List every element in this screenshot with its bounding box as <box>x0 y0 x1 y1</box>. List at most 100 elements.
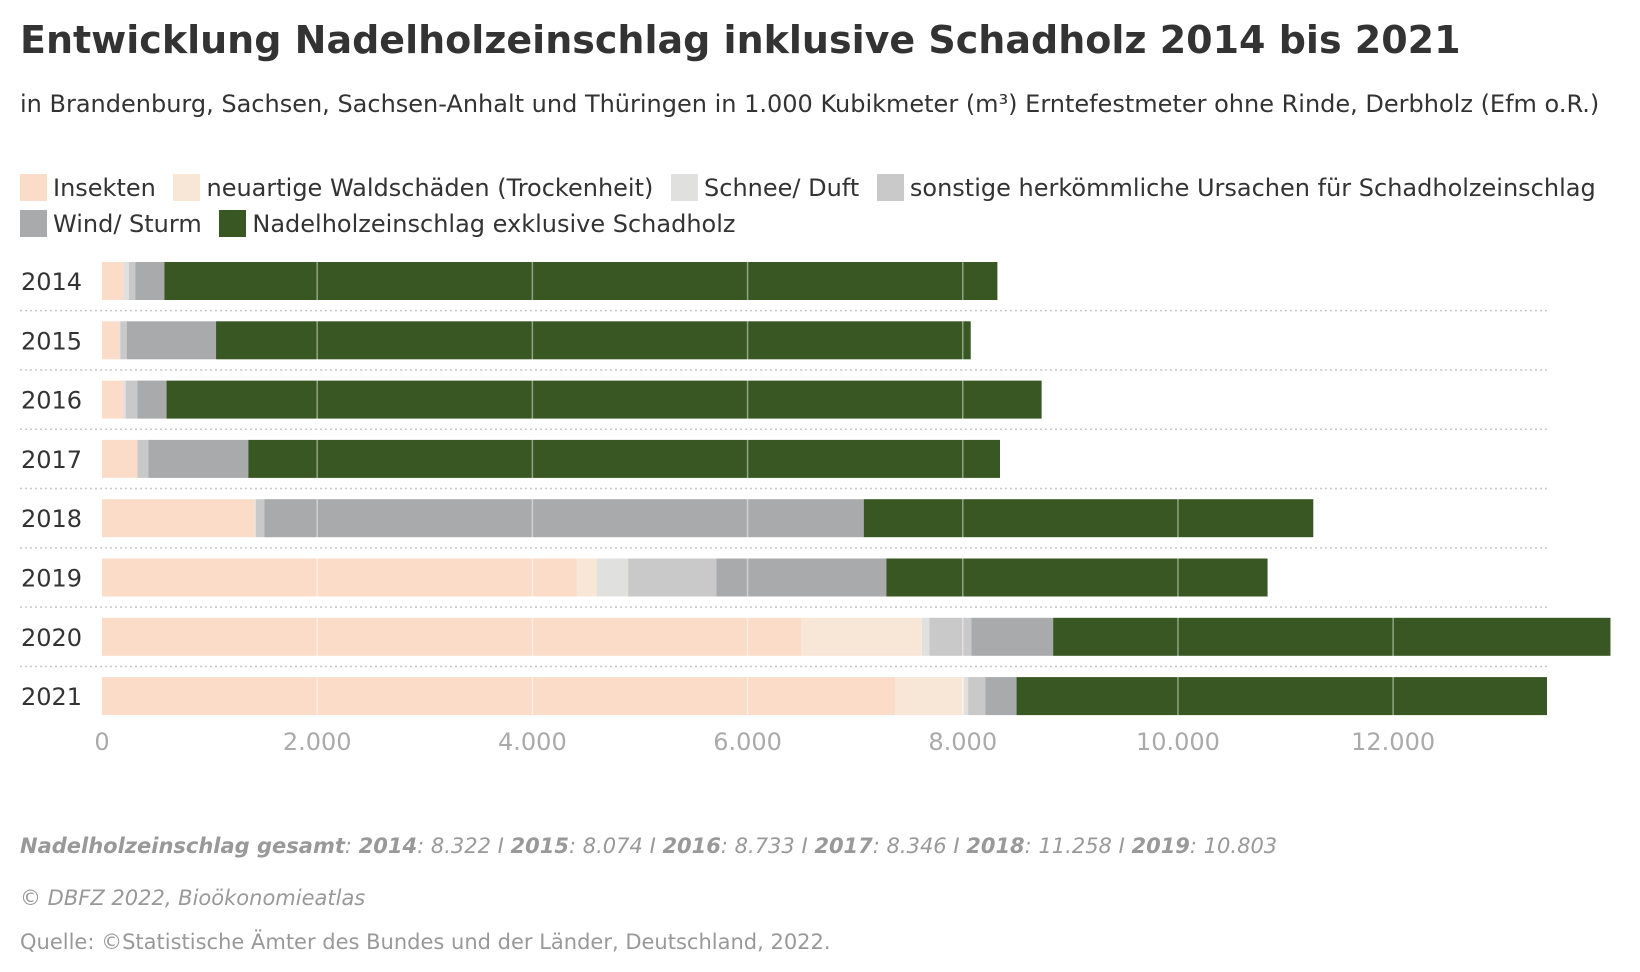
bar-segment <box>102 321 120 360</box>
bar-segment <box>120 321 127 360</box>
bar-segment <box>123 380 126 419</box>
footnote-value: 8.346 <box>886 834 947 858</box>
credit-text: © DBFZ 2022, Bioökonomieatlas <box>20 886 366 910</box>
bar-segment <box>102 677 895 716</box>
x-tick-label: 8.000 <box>928 728 997 756</box>
category-label: 2021 <box>21 683 82 711</box>
bar-segment <box>126 321 217 360</box>
bar-segment <box>164 262 998 300</box>
legend-label: Insekten <box>53 174 156 202</box>
bar-segment <box>254 499 256 538</box>
category-label: 2017 <box>21 446 82 474</box>
footnote-year: 2016 <box>662 834 721 858</box>
bar-segment <box>102 380 124 419</box>
bar-segment <box>968 677 986 716</box>
category-label: 2018 <box>21 505 82 533</box>
footnote-value: 8.074 <box>582 834 643 858</box>
category-label: 2014 <box>21 268 82 296</box>
bar-segment <box>123 262 129 300</box>
bar-segment <box>125 380 138 419</box>
bar-segment <box>596 558 629 597</box>
bar-segment <box>1053 617 1611 656</box>
legend-item-insekten[interactable]: Insekten <box>20 174 156 202</box>
bar-segment <box>148 439 249 478</box>
chart-subtitle: in Brandenburg, Sachsen, Sachsen-Anhalt … <box>20 90 1600 118</box>
bar-segment <box>971 617 1054 656</box>
legend-label: sonstige herkömmliche Ursachen für Schad… <box>909 174 1596 202</box>
legend: Insekten neuartige Waldschäden (Trockenh… <box>20 170 1620 242</box>
bar-segment <box>135 262 165 300</box>
legend-label: Wind/ Sturm <box>53 210 202 238</box>
bar-segment <box>102 617 802 656</box>
bar-segment <box>929 617 972 656</box>
legend-swatch <box>671 174 699 201</box>
legend-label: neuartige Waldschäden (Trockenheit) <box>206 174 654 202</box>
legend-item-sonstige[interactable]: sonstige herkömmliche Ursachen für Schad… <box>876 174 1596 202</box>
x-tick-label: 4.000 <box>498 728 567 756</box>
footnote-year: 2017 <box>814 834 873 858</box>
bar-segment <box>102 558 577 597</box>
footnote-year: 2014 <box>358 834 418 858</box>
x-tick-label: 6.000 <box>713 728 782 756</box>
footnote-value: 11.258 <box>1038 834 1112 858</box>
bar-segment <box>102 499 255 538</box>
bar-segment <box>137 439 149 478</box>
footnote-label: Nadelholzeinschlag gesamt <box>20 834 345 858</box>
legend-swatch <box>173 174 201 201</box>
bar-segment <box>255 499 265 538</box>
category-label: 2020 <box>21 624 82 652</box>
bar-segment <box>166 380 1042 419</box>
legend-swatch <box>20 174 47 201</box>
bar-segment <box>963 677 969 716</box>
bar-segment <box>137 380 167 419</box>
bar-segment <box>801 617 922 656</box>
bar-segment <box>102 262 124 300</box>
legend-swatch <box>20 210 47 237</box>
bar-segment <box>863 499 1314 538</box>
footnote-value: 8.322 <box>430 834 491 858</box>
legend-swatch <box>219 210 247 237</box>
category-label: 2019 <box>21 565 82 593</box>
x-axis-tick-labels: 0 2.000 4.000 6.000 8.000 10.000 12.000 <box>94 728 1435 756</box>
bar-segment <box>886 558 1268 597</box>
legend-item-exklusive-schadholz[interactable]: Nadelholzeinschlag exklusive Schadholz <box>219 210 735 238</box>
legend-item-trockenheit[interactable]: neuartige Waldschäden (Trockenheit) <box>173 174 653 202</box>
bar-segment <box>628 558 717 597</box>
footnote-totals: Nadelholzeinschlag gesamt: 2014: 8.322 I… <box>20 834 1278 858</box>
bar-segment <box>1016 677 1547 716</box>
category-label: 2016 <box>21 387 82 415</box>
bar-segment <box>921 617 930 656</box>
source-text: Quelle: ©Statistische Ämter des Bundes u… <box>20 930 831 954</box>
bar-segment <box>248 439 1000 478</box>
x-tick-label: 0 <box>94 728 109 756</box>
category-label: 2015 <box>21 327 82 355</box>
legend-swatch <box>876 174 904 201</box>
category-labels: 2014 2015 2016 2017 2018 2019 2020 2021 <box>21 268 82 711</box>
legend-item-wind-sturm[interactable]: Wind/ Sturm <box>20 210 202 238</box>
bar-segment <box>264 499 864 538</box>
x-tick-label: 10.000 <box>1136 728 1220 756</box>
bar-segment <box>716 558 887 597</box>
legend-label: Schnee/ Duft <box>704 174 860 202</box>
chart-title: Entwicklung Nadelholzeinschlag inklusive… <box>20 18 1461 62</box>
footnote-value: 10.803 <box>1203 834 1278 858</box>
gridlines <box>316 262 1394 716</box>
bar-chart: 2014 2015 2016 2017 2018 2019 2020 2021 0 2.000 4… <box>20 262 1611 756</box>
bar-segment <box>102 439 138 478</box>
bar-segment <box>576 558 597 597</box>
footnote-year: 2019 <box>1131 834 1190 858</box>
x-tick-label: 2.000 <box>283 728 352 756</box>
footnote-value: 8.733 <box>734 834 795 858</box>
row-separators <box>20 309 1547 668</box>
bar-segment <box>216 321 971 360</box>
footnote-year: 2015 <box>510 834 569 858</box>
footnote-year: 2018 <box>966 834 1025 858</box>
legend-item-schnee-duft[interactable]: Schnee/ Duft <box>671 174 859 202</box>
bar-segment <box>119 321 121 360</box>
bar-segment <box>985 677 1017 716</box>
bar-group <box>102 262 1611 716</box>
bar-segment <box>894 677 964 716</box>
bar-segment <box>128 262 136 300</box>
legend-label: Nadelholzeinschlag exklusive Schadholz <box>252 210 736 238</box>
x-tick-label: 12.000 <box>1351 728 1435 756</box>
